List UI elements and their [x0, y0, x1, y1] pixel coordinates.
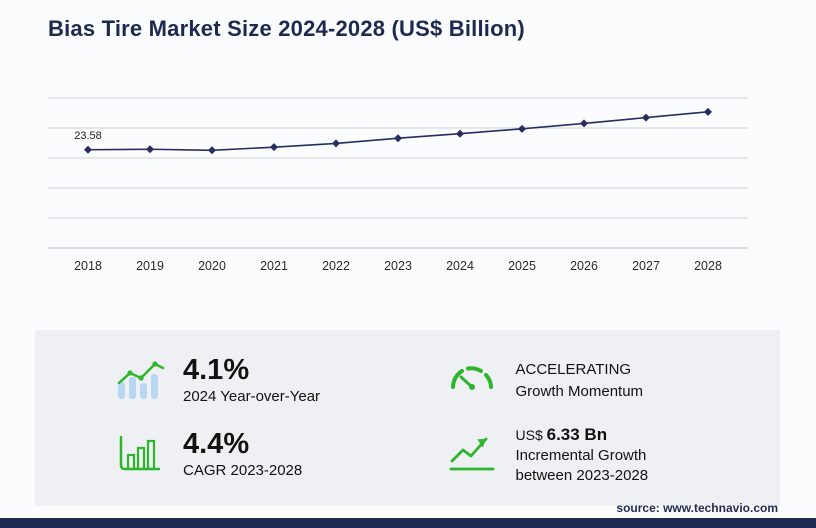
incremental-label: Incremental Growth between 2023-2028	[515, 446, 649, 485]
svg-text:2019: 2019	[136, 259, 164, 273]
stat-cagr: 4.4% CAGR 2023-2028	[115, 418, 418, 492]
incremental-value: US$ 6.33 Bn	[516, 424, 691, 446]
stat-incremental-growth: US$ 6.33 Bn Incremental Growth between 2…	[448, 418, 751, 492]
momentum-value: ACCELERATING	[515, 361, 632, 379]
svg-text:2027: 2027	[632, 259, 660, 273]
page-title: Bias Tire Market Size 2024-2028 (US$ Bil…	[48, 16, 525, 41]
momentum-label: Growth Momentum	[515, 383, 644, 400]
stats-panel: 4.1% 2024 Year-over-Year ACCELERATING Gr…	[35, 330, 780, 506]
incremental-value-number: 6.33 Bn	[546, 424, 608, 444]
speedometer-icon	[448, 359, 500, 404]
svg-text:2025: 2025	[508, 259, 536, 273]
svg-text:2026: 2026	[570, 259, 598, 273]
stat-yoy-growth: 4.1% 2024 Year-over-Year	[115, 344, 418, 418]
svg-text:2018: 2018	[74, 259, 102, 273]
stat-growth-momentum: ACCELERATING Growth Momentum	[448, 344, 751, 418]
market-line-chart: 23.58 2018 2019 2020 2021 2022 2023 2024 2025 202…	[48, 88, 748, 278]
svg-text:2024: 2024	[446, 259, 474, 273]
svg-text:2028: 2028	[694, 259, 722, 273]
svg-text:2023: 2023	[384, 259, 412, 273]
cagr-label: CAGR 2023-2028	[183, 461, 303, 479]
svg-text:2020: 2020	[198, 259, 226, 273]
svg-text:2022: 2022	[322, 259, 350, 273]
bar-line-growth-icon	[115, 356, 167, 407]
yoy-label: 2024 Year-over-Year	[183, 387, 321, 405]
footer-bar	[0, 518, 816, 528]
incremental-value-prefix: US$	[515, 426, 547, 443]
svg-text:2021: 2021	[260, 259, 288, 273]
incremental-growth-icon	[448, 431, 500, 480]
svg-text:23.58: 23.58	[74, 130, 102, 142]
source-attribution: source: www.technavio.com	[616, 501, 778, 515]
yoy-value: 4.1%	[183, 353, 250, 386]
cagr-value: 4.4%	[183, 427, 250, 460]
bar-chart-box-icon	[115, 431, 167, 480]
